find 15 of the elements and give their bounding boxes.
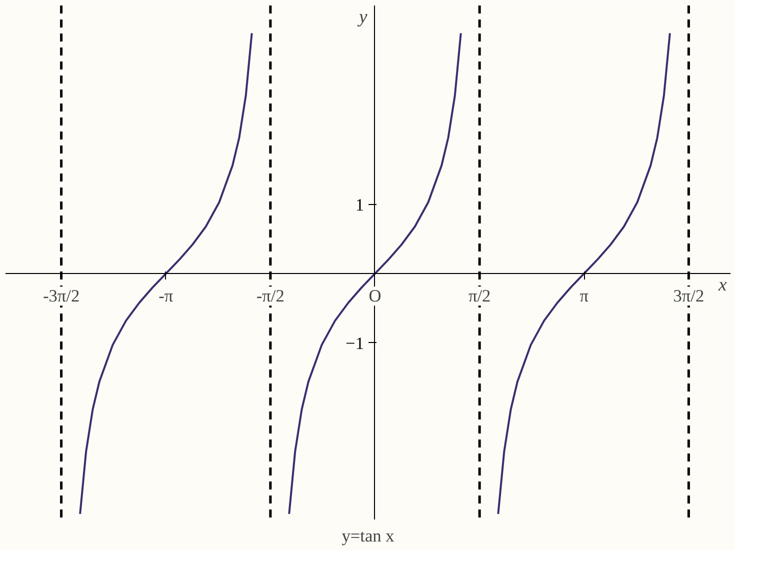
x-tick-label: -π [158,286,174,306]
x-tick-label: π/2 [468,286,491,306]
y-axis-title: y [356,6,368,28]
line-series [288,32,462,515]
x-tick-label: O [368,286,382,306]
text: y=tan x [342,526,395,546]
x-tick-label: -3π/2 [42,286,80,306]
y-tick-label: 1 [355,195,364,214]
line-series [79,32,253,515]
x-axis-title: x [718,274,728,296]
x-tick-label: π [580,286,589,306]
line-series [497,32,671,515]
y-tick-label: −1 [346,334,364,353]
x-tick-label: 3π/2 [673,286,704,306]
x-tick-label: -π/2 [256,286,284,306]
